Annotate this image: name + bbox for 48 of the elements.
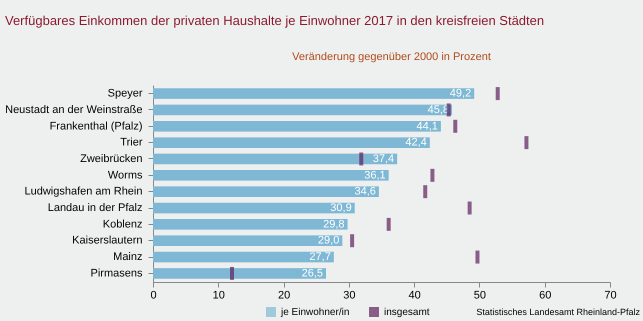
x-tick-label: 10 [212, 290, 225, 302]
bar [153, 186, 379, 197]
bar [153, 154, 398, 164]
y-tick-label: Kaiserslautern [72, 234, 142, 247]
x-tick-label: 0 [150, 290, 157, 302]
legend-label: je Einwohner/in [280, 307, 350, 318]
data-label: 37,4 [372, 152, 394, 165]
y-tick-label: Worms [108, 169, 143, 182]
data-label: 29,0 [318, 234, 340, 247]
bar [153, 137, 430, 148]
y-tick-label: Trier [120, 136, 143, 149]
bar [153, 104, 452, 116]
data-label: 34,6 [354, 186, 376, 198]
data-label: 44,1 [416, 120, 438, 132]
bar [153, 120, 441, 132]
x-tick-label: 40 [408, 290, 421, 302]
bar [153, 170, 389, 181]
legend-label: insgesamt [384, 307, 430, 318]
text: Statistisches Landesamt Rheinland-Pfalz [476, 307, 640, 317]
data-label: 36,1 [364, 169, 386, 182]
x-tick-label: 30 [343, 290, 356, 302]
bar [153, 252, 334, 262]
data-label: 49,2 [450, 88, 472, 100]
y-tick-label: Speyer [108, 88, 143, 100]
data-label: 26,5 [302, 267, 324, 280]
x-tick-label: 20 [278, 290, 290, 302]
bar [153, 88, 474, 99]
y-tick-label: Zweibrücken [80, 152, 142, 165]
chart-title: Verfügbares Einkommen der privaten Haushalte je Einwohner 2017 in den kreisfreien Städten [5, 13, 544, 28]
y-tick-label: Mainz [113, 251, 142, 264]
chart-subtitle: Veränderung gegenüber 2000 in Prozent [292, 51, 491, 63]
data-label: 42,4 [405, 136, 427, 149]
x-tick-label: 50 [474, 290, 486, 302]
x-tick-label: 60 [539, 290, 552, 302]
bar [153, 235, 342, 246]
bar [153, 219, 348, 230]
y-tick-label: Koblenz [102, 218, 142, 230]
y-tick-label: Frankenthal (Pfalz) [50, 120, 142, 132]
data-label: 29,8 [323, 218, 345, 230]
data-label: 27,7 [309, 251, 331, 264]
y-tick-label: Ludwigshafen am Rhein [24, 186, 142, 198]
x-tick-label: 70 [604, 290, 617, 302]
y-tick-label: Landau in der Pfalz [48, 202, 142, 214]
y-tick-label: Neustadt an der Weinstraße [5, 104, 142, 116]
bar [153, 268, 326, 279]
y-tick-label: Pirmasens [90, 267, 143, 280]
bar [153, 202, 355, 214]
data-label: 30,9 [330, 202, 352, 214]
